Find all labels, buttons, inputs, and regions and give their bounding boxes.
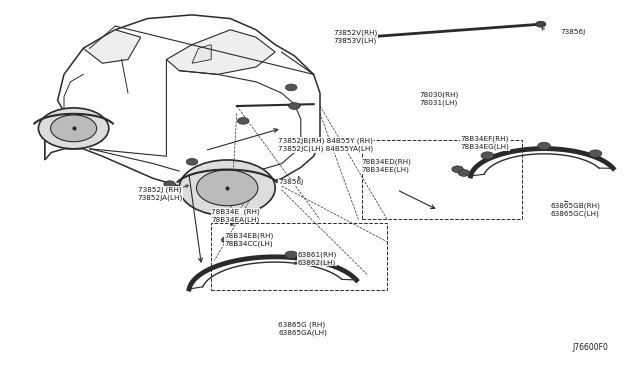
Text: 78B34EF(RH)
78B34EG(LH): 78B34EF(RH) 78B34EG(LH) bbox=[461, 136, 509, 150]
Text: 73852J (RH)
73852JA(LH): 73852J (RH) 73852JA(LH) bbox=[138, 186, 183, 201]
Text: 78B34E  (RH)
78B34EA(LH): 78B34E (RH) 78B34EA(LH) bbox=[211, 209, 260, 223]
Text: 63865G (RH)
63865GA(LH): 63865G (RH) 63865GA(LH) bbox=[278, 322, 327, 336]
Bar bbox=[211, 223, 387, 290]
Circle shape bbox=[538, 142, 550, 150]
Text: 78B34ED(RH)
78B34EE(LH): 78B34ED(RH) 78B34EE(LH) bbox=[362, 158, 412, 173]
Text: 73852V(RH)
73853V(LH): 73852V(RH) 73853V(LH) bbox=[333, 30, 378, 44]
Text: 63865GB(RH)
63865GC(LH): 63865GB(RH) 63865GC(LH) bbox=[550, 203, 600, 217]
Circle shape bbox=[221, 237, 233, 243]
Polygon shape bbox=[192, 45, 211, 63]
Text: 78030(RH)
78031(LH): 78030(RH) 78031(LH) bbox=[419, 92, 458, 106]
Circle shape bbox=[196, 170, 258, 206]
Circle shape bbox=[458, 170, 470, 176]
Text: 78B34EB(RH)
78B34CC(LH): 78B34EB(RH) 78B34CC(LH) bbox=[224, 233, 273, 247]
Circle shape bbox=[164, 181, 175, 187]
Circle shape bbox=[285, 84, 297, 91]
Circle shape bbox=[237, 118, 249, 124]
Circle shape bbox=[38, 108, 109, 149]
Circle shape bbox=[536, 21, 546, 27]
Polygon shape bbox=[166, 30, 275, 74]
Circle shape bbox=[481, 152, 494, 159]
Text: 73856J: 73856J bbox=[278, 179, 303, 185]
Text: 63861(RH)
63862(LH): 63861(RH) 63862(LH) bbox=[298, 251, 337, 266]
Text: J76600F0: J76600F0 bbox=[573, 343, 609, 352]
Circle shape bbox=[231, 240, 243, 247]
Circle shape bbox=[179, 160, 275, 216]
Bar bbox=[362, 140, 522, 219]
Circle shape bbox=[452, 166, 463, 173]
Circle shape bbox=[186, 158, 198, 165]
Polygon shape bbox=[83, 30, 141, 63]
Polygon shape bbox=[45, 15, 320, 190]
Polygon shape bbox=[51, 126, 83, 145]
Circle shape bbox=[51, 115, 97, 142]
Circle shape bbox=[589, 150, 602, 157]
Text: 73852JB(RH) 84B55Y (RH)
73852JC(LH) 84B55YA(LH): 73852JB(RH) 84B55Y (RH) 73852JC(LH) 84B5… bbox=[278, 138, 374, 152]
Text: 73856J: 73856J bbox=[560, 29, 585, 35]
Circle shape bbox=[285, 251, 298, 259]
Circle shape bbox=[289, 103, 300, 109]
